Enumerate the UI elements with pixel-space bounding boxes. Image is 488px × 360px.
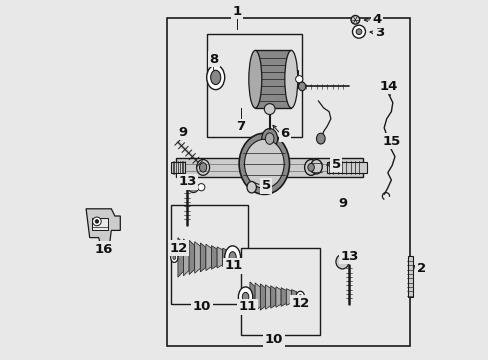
Ellipse shape <box>246 181 256 193</box>
Ellipse shape <box>188 183 198 193</box>
Bar <box>241 248 320 335</box>
Text: 11: 11 <box>224 259 243 272</box>
Ellipse shape <box>197 184 204 191</box>
Ellipse shape <box>355 29 361 35</box>
Ellipse shape <box>298 294 302 300</box>
Text: 12: 12 <box>169 242 187 255</box>
Text: 15: 15 <box>382 135 400 148</box>
Text: 9: 9 <box>338 197 347 210</box>
Polygon shape <box>281 288 285 306</box>
Bar <box>176 158 363 177</box>
Ellipse shape <box>316 133 325 144</box>
Ellipse shape <box>242 292 248 302</box>
Text: 13: 13 <box>340 250 358 263</box>
Ellipse shape <box>244 139 284 188</box>
Ellipse shape <box>264 104 275 114</box>
Ellipse shape <box>352 25 365 38</box>
Ellipse shape <box>295 76 302 83</box>
Text: 14: 14 <box>379 80 398 93</box>
Bar <box>407 256 412 297</box>
Ellipse shape <box>228 252 236 263</box>
Polygon shape <box>265 285 270 309</box>
Ellipse shape <box>350 15 359 24</box>
Ellipse shape <box>307 163 314 171</box>
Text: 3: 3 <box>374 26 383 39</box>
Ellipse shape <box>310 159 322 174</box>
Text: 2: 2 <box>416 262 425 275</box>
Bar <box>170 205 247 304</box>
Ellipse shape <box>265 133 273 144</box>
Ellipse shape <box>298 82 305 91</box>
Bar <box>170 162 185 173</box>
Ellipse shape <box>92 217 101 226</box>
Ellipse shape <box>206 65 224 90</box>
Text: 16: 16 <box>94 243 112 256</box>
Text: 4: 4 <box>371 13 381 26</box>
Text: 7: 7 <box>236 120 245 133</box>
Text: 12: 12 <box>291 297 309 310</box>
Bar <box>95 244 111 254</box>
Ellipse shape <box>295 291 304 303</box>
Ellipse shape <box>248 50 261 108</box>
Text: 6: 6 <box>280 127 289 140</box>
Ellipse shape <box>335 255 348 269</box>
Bar <box>206 34 302 137</box>
Polygon shape <box>285 289 291 305</box>
Ellipse shape <box>196 159 209 175</box>
Bar <box>326 162 366 173</box>
Polygon shape <box>205 244 211 271</box>
Polygon shape <box>275 287 281 307</box>
Ellipse shape <box>224 246 240 269</box>
Polygon shape <box>183 239 189 276</box>
Ellipse shape <box>98 246 103 251</box>
Polygon shape <box>211 246 217 269</box>
Text: 10: 10 <box>192 300 211 312</box>
Polygon shape <box>260 284 265 310</box>
Text: 5: 5 <box>261 179 270 192</box>
Polygon shape <box>270 286 275 308</box>
Bar <box>287 70 298 88</box>
Polygon shape <box>217 247 222 268</box>
Ellipse shape <box>239 133 289 194</box>
Polygon shape <box>189 240 194 275</box>
Text: 5: 5 <box>331 158 340 171</box>
Ellipse shape <box>238 287 252 307</box>
Ellipse shape <box>210 70 220 85</box>
Ellipse shape <box>95 220 99 223</box>
Ellipse shape <box>284 50 297 108</box>
Text: 10: 10 <box>264 333 283 346</box>
Polygon shape <box>178 238 183 277</box>
Polygon shape <box>222 248 228 267</box>
Bar <box>255 50 291 108</box>
Ellipse shape <box>199 163 206 172</box>
Ellipse shape <box>172 255 175 260</box>
Polygon shape <box>86 209 120 245</box>
Ellipse shape <box>210 58 215 65</box>
Text: 9: 9 <box>178 126 187 139</box>
Text: 11: 11 <box>238 300 256 313</box>
Bar <box>167 18 409 346</box>
Polygon shape <box>91 218 107 230</box>
Polygon shape <box>255 283 260 311</box>
Text: 8: 8 <box>209 53 219 66</box>
Polygon shape <box>249 282 255 312</box>
Polygon shape <box>200 243 205 272</box>
Polygon shape <box>291 289 296 305</box>
Text: 1: 1 <box>232 5 242 18</box>
Ellipse shape <box>304 159 317 175</box>
Ellipse shape <box>170 252 178 262</box>
Text: 13: 13 <box>178 175 196 188</box>
Polygon shape <box>194 242 200 273</box>
Ellipse shape <box>261 129 277 149</box>
